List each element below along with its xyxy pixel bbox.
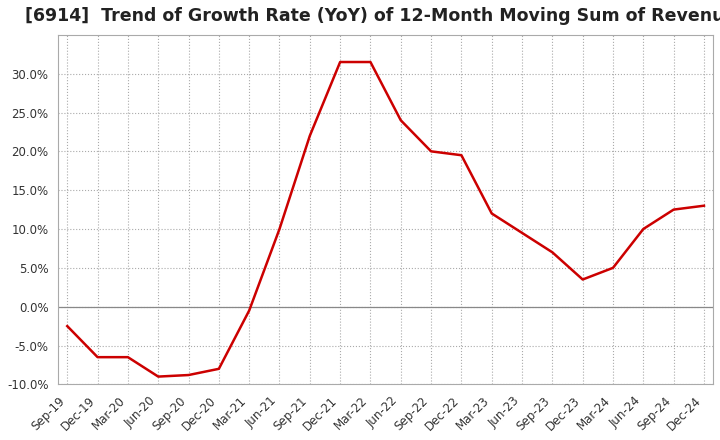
Title: [6914]  Trend of Growth Rate (YoY) of 12-Month Moving Sum of Revenues: [6914] Trend of Growth Rate (YoY) of 12-… — [24, 7, 720, 25]
